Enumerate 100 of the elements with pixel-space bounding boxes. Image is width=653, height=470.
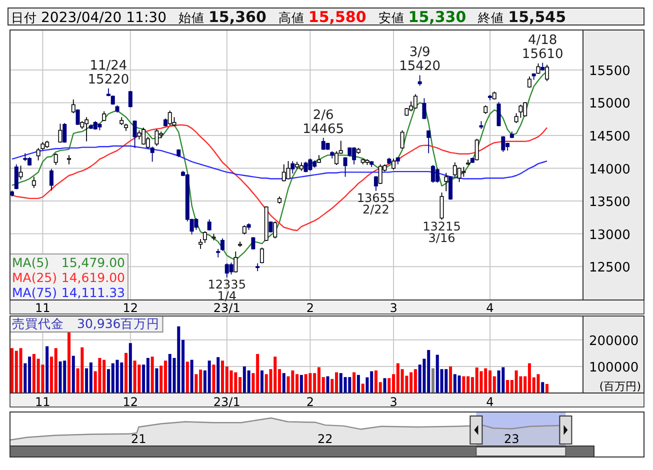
bar [291, 370, 294, 393]
x-tick-label: 2 [306, 395, 314, 409]
bar [541, 382, 544, 393]
text: 15,360 [208, 8, 266, 26]
x-tick-label: 2 [306, 301, 314, 315]
bar [80, 347, 84, 393]
bar [480, 371, 483, 393]
bar [164, 360, 167, 393]
x-tick-label: 21 [131, 432, 146, 446]
bar [98, 358, 102, 393]
x-tick-label: 3 [390, 301, 398, 315]
y-tick-label: 15500 [589, 64, 630, 79]
bar [216, 357, 220, 393]
y-tick-label: 14500 [589, 130, 630, 145]
bar [414, 369, 417, 393]
text: 15,580 [308, 8, 366, 26]
bar [46, 346, 49, 393]
bar [177, 326, 180, 393]
bar [150, 356, 154, 393]
annotation: 14,619.00 [61, 270, 126, 285]
annotation: 15420 [399, 59, 441, 74]
y-tick-label: 14000 [589, 162, 630, 178]
text: 2023/04/20 11:30 [41, 10, 166, 26]
text: 始値 [178, 10, 204, 25]
text: 15,330 [408, 8, 466, 26]
text: MA(5) [12, 255, 50, 270]
bar [146, 358, 150, 393]
bar [444, 369, 448, 393]
text: MA(25) [12, 270, 57, 285]
bar [449, 366, 452, 393]
x-tick-label: 23/1 [213, 395, 240, 409]
x-tick-label: 22 [317, 432, 333, 446]
bar [356, 374, 360, 393]
bar [19, 348, 22, 393]
annotation: 13215 [422, 220, 461, 234]
x-tick-label: 23 [504, 432, 520, 446]
bar [462, 376, 466, 393]
text: 高値 [278, 10, 304, 25]
x-tick-label: 12 [122, 301, 138, 315]
bar [506, 380, 510, 393]
text: 安値 [378, 10, 404, 25]
bar [234, 372, 238, 393]
annotation: 2/6 [312, 108, 334, 123]
bar [502, 367, 505, 393]
bar [58, 361, 62, 393]
x-tick-label: 12 [122, 395, 138, 409]
annotation: 14,111.33 [61, 285, 125, 300]
bar [352, 372, 356, 393]
bar [138, 364, 141, 393]
x-tick-label: 11 [35, 395, 50, 409]
y-tick-label: 13000 [589, 228, 630, 243]
annotation: 3/9 [409, 45, 430, 60]
bar [89, 362, 92, 393]
bar [260, 370, 264, 393]
x-tick-label: 4 [486, 395, 494, 409]
bar [344, 377, 347, 393]
bar [536, 374, 540, 393]
bar [348, 377, 352, 393]
bar [124, 352, 128, 393]
bar [155, 368, 158, 393]
bar [111, 363, 114, 393]
annotation: 4/18 [528, 32, 558, 48]
annotation: 3/16 [428, 231, 456, 246]
bar [361, 384, 364, 393]
bar [497, 370, 500, 393]
bar [230, 370, 233, 393]
bar [383, 378, 386, 393]
bar [282, 373, 286, 393]
bar [546, 384, 548, 393]
y-tick-label: 13500 [589, 195, 630, 210]
bar [388, 378, 391, 393]
bar [475, 368, 478, 393]
annotation: 15,479.00 [61, 255, 126, 270]
bar [54, 348, 58, 393]
bar [326, 376, 330, 393]
bar [458, 375, 461, 393]
bar [300, 374, 303, 393]
bar [116, 360, 119, 393]
bar [208, 360, 211, 393]
bar [128, 343, 132, 393]
x-tick-label: 23/1 [213, 301, 240, 315]
bar [133, 360, 136, 393]
bar [68, 330, 71, 393]
bar [190, 360, 194, 393]
bar [212, 364, 216, 393]
annotation: 15220 [88, 72, 130, 88]
y-tick-label: 15000 [589, 96, 630, 112]
x-tick-label: 4 [486, 301, 494, 315]
bar [72, 356, 75, 393]
bar [304, 374, 308, 393]
annotation: 13655 [356, 190, 396, 205]
annotation: 2/22 [362, 202, 390, 216]
text: 日付 [11, 10, 37, 25]
bar [247, 370, 250, 393]
y-tick-label: 200000 [589, 334, 639, 349]
y-axis-title: (百万円) [599, 380, 641, 393]
annotation: 14465 [302, 122, 344, 137]
annotation: 12335 [208, 277, 246, 292]
chart-title: 売買代金 30,936百万円 [12, 316, 160, 331]
text: MA(75) [12, 285, 57, 300]
